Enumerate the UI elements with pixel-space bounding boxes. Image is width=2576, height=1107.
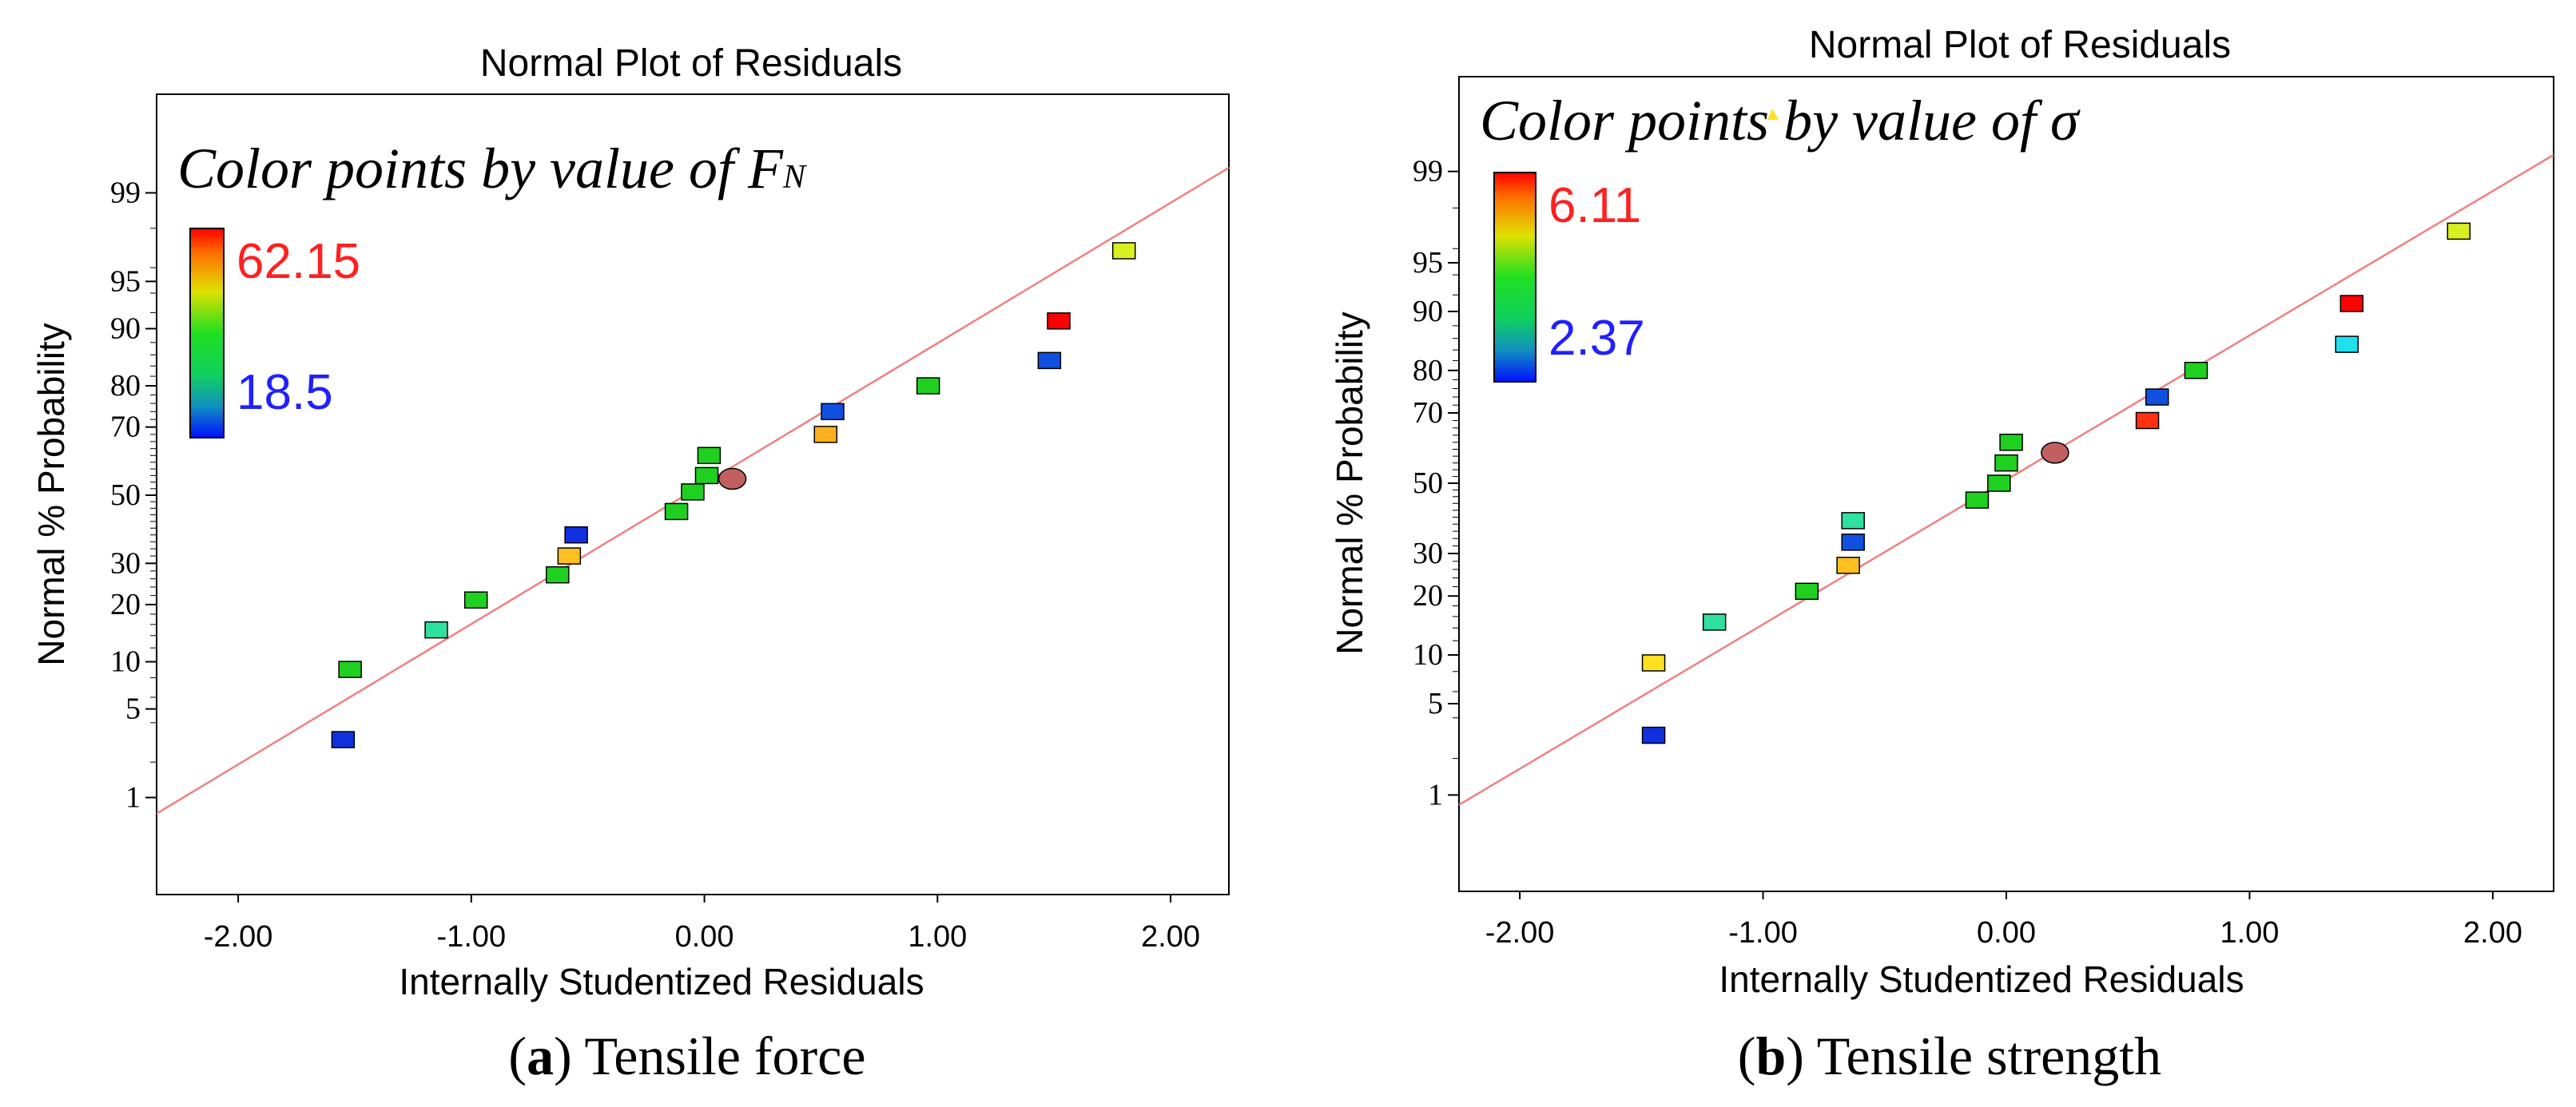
data-point [557, 547, 582, 565]
data-point [1111, 242, 1136, 260]
data-point [2339, 295, 2364, 312]
colorbar [189, 228, 225, 438]
caption-b: (b) Tensile strength [1738, 1026, 2161, 1086]
y-tick-label: 10 [1413, 638, 1443, 672]
x-tick-label: 0.00 [675, 920, 734, 954]
y-minor-ticks [1453, 207, 1459, 760]
y-tick-label: 20 [1413, 579, 1443, 613]
data-points [1641, 222, 2471, 744]
data-point [813, 426, 838, 443]
y-tick-label: 50 [110, 478, 141, 512]
colorbar-max-label: 62.15 [237, 234, 360, 289]
data-point [424, 621, 448, 639]
x-tick-label: -1.00 [437, 920, 507, 954]
y-tick-label: 10 [110, 645, 141, 679]
chart-panel-b: Normal Plot of Residuals Internally Stud… [1329, 24, 2554, 1000]
y-tick-label: 90 [1413, 295, 1443, 328]
data-point [664, 502, 689, 521]
data-point [2335, 335, 2359, 353]
data-point [2135, 411, 2160, 430]
data-point [1641, 726, 1666, 744]
chart-panel-a: Normal Plot of Residuals Internally Stud… [30, 42, 1230, 1002]
data-point [1841, 534, 1865, 551]
data-point [1641, 654, 1666, 672]
data-point [694, 466, 719, 485]
data-point [546, 565, 570, 584]
y-tick-label: 70 [110, 411, 141, 444]
colorbar-max-label: 6.11 [1548, 178, 1641, 233]
data-point [2447, 222, 2471, 240]
y-ticks: 1 5 10 20 30 50 70 80 90 95 99 [1413, 155, 1459, 811]
y-tick-label: 80 [110, 369, 141, 403]
data-point [916, 377, 940, 395]
data-point [697, 446, 722, 465]
x-tick-label: -2.00 [1485, 916, 1555, 950]
data-point [1037, 351, 1062, 370]
data-point [1836, 557, 1860, 574]
y-minor-ticks [150, 228, 157, 763]
y-tick-label: 5 [1428, 687, 1443, 720]
data-point [1047, 312, 1071, 330]
data-point [1987, 474, 2011, 492]
y-axis-label: Normal % Probability [30, 323, 72, 665]
highlight-point [2041, 442, 2069, 464]
data-point [1795, 582, 1819, 601]
x-axis-label: Internally Studentized Residuals [399, 961, 924, 1002]
y-tick-label: 99 [110, 176, 141, 209]
x-tick-label: 1.00 [908, 920, 967, 954]
x-ticks: -2.00 -1.00 0.00 1.00 2.00 [204, 895, 1200, 954]
colorbar-min-label: 18.5 [237, 365, 333, 420]
color-legend-title: Color points by value of FN [177, 137, 807, 200]
data-point [564, 526, 588, 544]
highlight-point [718, 467, 747, 490]
y-tick-label: 99 [1413, 155, 1443, 188]
x-axis-label: Internally Studentized Residuals [1719, 958, 2244, 1000]
x-tick-label: 0.00 [1977, 916, 2036, 950]
y-tick-label: 1 [1428, 778, 1443, 811]
data-point [1994, 454, 2018, 472]
x-tick-label: 1.00 [2220, 916, 2279, 950]
y-tick-label: 5 [125, 692, 141, 726]
colorbar [1493, 172, 1536, 383]
y-tick-label: 1 [125, 781, 141, 815]
y-tick-label: 20 [110, 588, 141, 621]
y-tick-label: 80 [1413, 354, 1443, 387]
caption-a: (a) Tensile force [508, 1026, 865, 1086]
color-legend-title: Color points by value of σ [1480, 89, 2081, 153]
y-ticks: 1 5 10 20 30 50 70 80 90 95 99 [110, 176, 157, 815]
data-point [1999, 433, 2023, 451]
data-points [331, 242, 1136, 748]
data-point [1965, 491, 1990, 509]
colorbar-min-label: 2.37 [1548, 311, 1645, 366]
y-tick-label: 30 [110, 546, 141, 580]
y-tick-label: 95 [110, 264, 141, 298]
x-tick-label: 2.00 [1141, 920, 1200, 954]
y-tick-label: 70 [1413, 396, 1443, 430]
x-tick-label: -2.00 [204, 920, 273, 954]
data-point [338, 661, 362, 678]
data-point [821, 403, 845, 421]
stray-marker [1767, 109, 1779, 120]
data-point [331, 731, 356, 748]
y-tick-label: 30 [1413, 537, 1443, 570]
y-tick-label: 95 [1413, 246, 1443, 280]
data-point [2145, 388, 2169, 406]
data-point [463, 591, 488, 609]
x-tick-label: -1.00 [1728, 916, 1798, 950]
data-point [1841, 512, 1865, 530]
x-ticks: -2.00 -1.00 0.00 1.00 2.00 [1485, 891, 2522, 950]
x-tick-label: 2.00 [2463, 916, 2522, 950]
chart-title: Normal Plot of Residuals [480, 42, 902, 85]
data-point [681, 483, 705, 501]
chart-title: Normal Plot of Residuals [1809, 24, 2231, 66]
y-tick-label: 90 [110, 311, 141, 345]
y-tick-label: 50 [1413, 466, 1443, 500]
y-axis-label: Normal % Probability [1329, 311, 1370, 654]
data-point [1702, 613, 1727, 631]
data-point [2184, 362, 2208, 379]
